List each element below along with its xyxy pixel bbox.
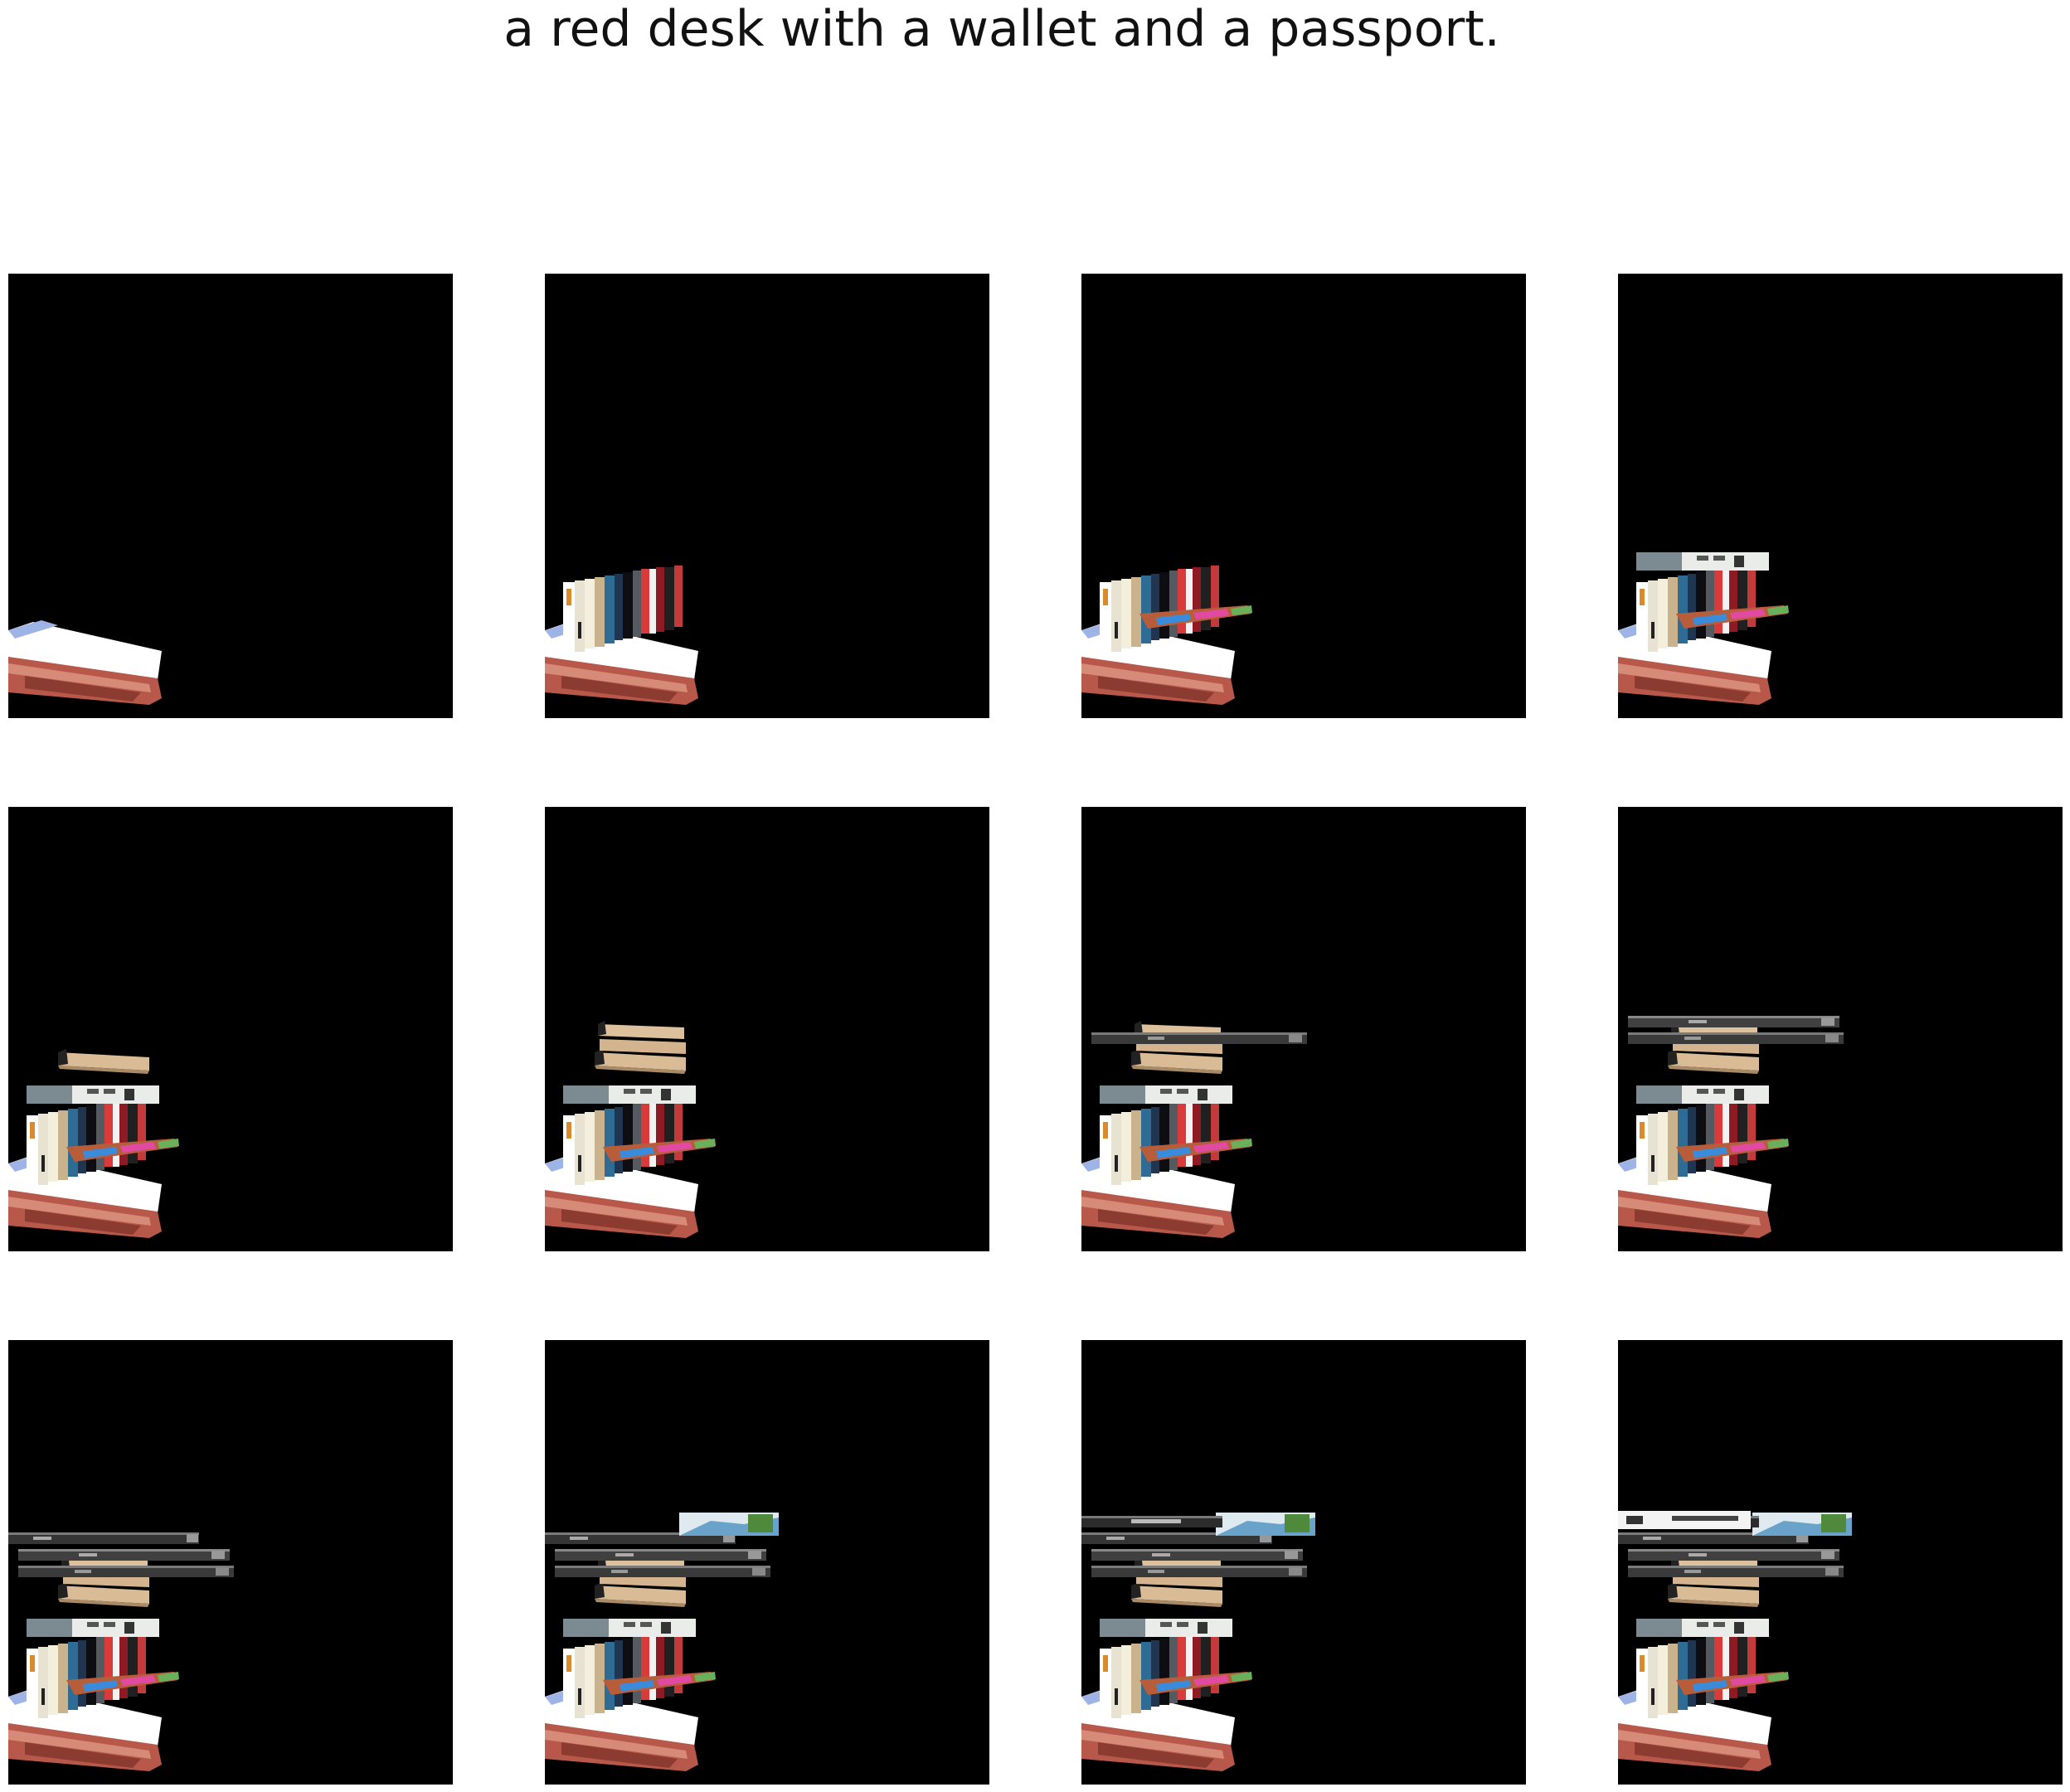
frame-panel-10 (545, 1340, 989, 1785)
layer-book-stack-1 (27, 1085, 159, 1104)
layer-book-row (1100, 1632, 1219, 1718)
frame-image-2 (545, 274, 989, 718)
layer-book-stack-1 (1636, 1619, 1769, 1637)
layer-dark-board-1 (1091, 1032, 1307, 1044)
layer-dark-board-2 (1091, 1549, 1303, 1561)
layer-dark-board-2 (1628, 1549, 1839, 1561)
frame-image-7 (1081, 807, 1526, 1251)
frame-image-3 (1081, 274, 1526, 718)
layer-book-row (1100, 1099, 1219, 1185)
frame-panel-9 (8, 1340, 453, 1785)
layer-dark-board-1 (1628, 1032, 1844, 1044)
layer-dark-board-2 (555, 1549, 766, 1561)
frame-panel-11 (1081, 1340, 1526, 1785)
frame-image-12 (1618, 1340, 2063, 1785)
frame-image-11 (1081, 1340, 1526, 1785)
layer-blue-box (679, 1513, 779, 1536)
frame-image-8 (1618, 807, 2063, 1251)
layer-book-stack-1 (563, 1085, 696, 1104)
layer-book-row (563, 566, 683, 652)
layer-tan-book-2 (598, 1021, 686, 1054)
layer-book-row (1636, 1632, 1756, 1718)
frame-image-10 (545, 1340, 989, 1785)
layer-book-stack-1 (1100, 1619, 1232, 1637)
layer-tan-book (58, 1049, 149, 1074)
layer-book-stack-1 (27, 1619, 159, 1637)
frame-image-6 (545, 807, 989, 1251)
layer-book-row (27, 1099, 146, 1185)
layer-blue-box (1752, 1513, 1852, 1536)
frame-panel-7 (1081, 807, 1526, 1251)
layer-book-row (27, 1632, 146, 1718)
frame-panel-12 (1618, 1340, 2063, 1785)
layer-desk (8, 620, 162, 705)
layer-dark-board-2 (18, 1549, 230, 1561)
frame-panel-1 (8, 274, 453, 718)
frame-panel-8 (1618, 807, 2063, 1251)
layer-dark-board-1 (1628, 1566, 1844, 1577)
frame-image-1 (8, 274, 453, 718)
frame-panel-2 (545, 274, 989, 718)
layer-book-row (563, 1099, 683, 1185)
layer-book-row (1636, 566, 1756, 652)
frame-image-4 (1618, 274, 2063, 718)
layer-dark-board-1 (18, 1566, 234, 1577)
layer-book-row (1100, 566, 1219, 652)
frame-panel-4 (1618, 274, 2063, 718)
figure-title: a red desk with a wallet and a passport. (0, 0, 2004, 58)
frame-panel-5 (8, 807, 453, 1251)
layer-blue-box (1216, 1513, 1315, 1536)
layer-white-box (1618, 1511, 1751, 1529)
frame-image-5 (8, 807, 453, 1251)
frame-panel-6 (545, 807, 989, 1251)
layer-book-row (563, 1632, 683, 1718)
layer-book-row (1636, 1099, 1756, 1185)
frame-panel-3 (1081, 274, 1526, 718)
layer-dark-board-1 (1091, 1566, 1307, 1577)
layer-dark-board-3 (8, 1532, 199, 1544)
layer-dark-board-4 (1081, 1516, 1222, 1527)
layer-book-stack-1 (563, 1619, 696, 1637)
layer-book-stack-1 (1100, 1085, 1232, 1104)
layer-book-stack-1 (1636, 1085, 1769, 1104)
layer-book-stack-1 (1636, 552, 1769, 571)
layer-dark-board-2 (1628, 1016, 1839, 1027)
layer-dark-board-1 (555, 1566, 770, 1577)
frame-image-9 (8, 1340, 453, 1785)
